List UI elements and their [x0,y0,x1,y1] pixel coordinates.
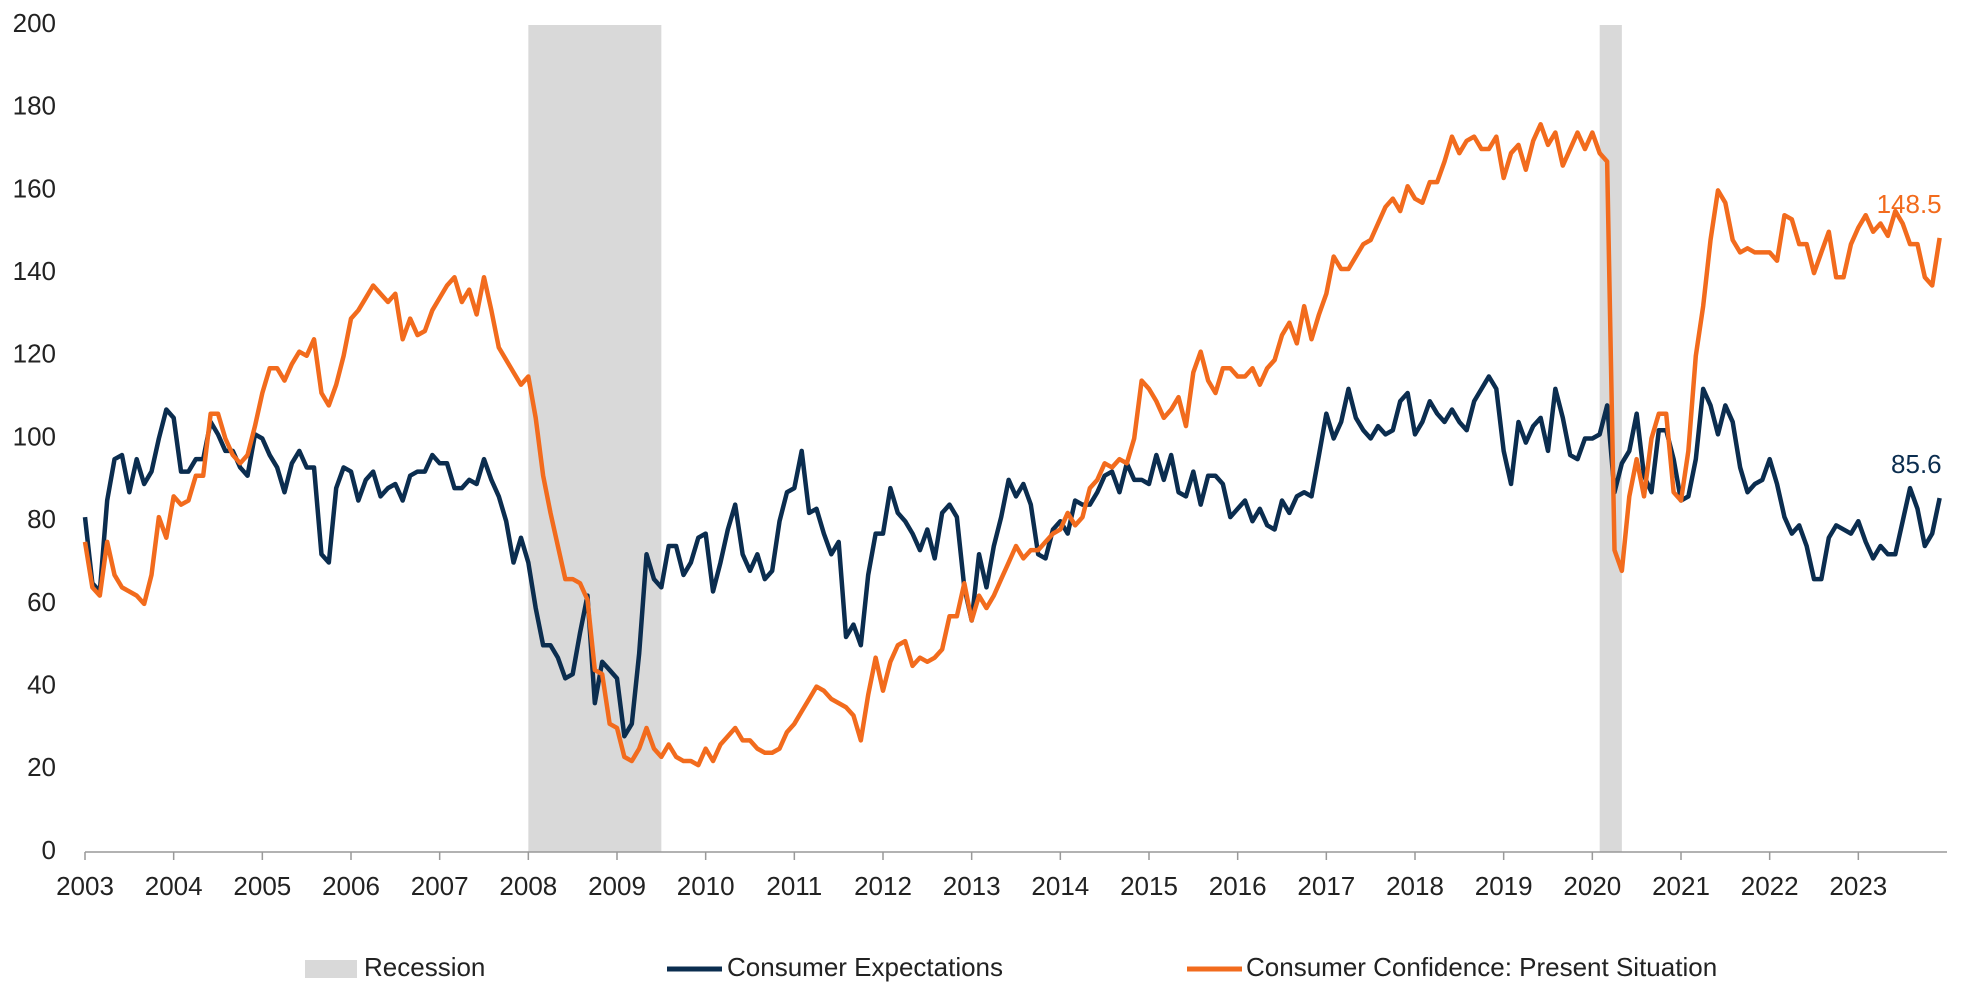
x-tick-label: 2010 [677,871,735,901]
line-series [82,121,1942,768]
x-tick-label: 2006 [322,871,380,901]
x-tick-label: 2018 [1386,871,1444,901]
x-tick-label: 2022 [1741,871,1799,901]
x-tick-label: 2011 [766,871,822,901]
y-tick-label: 0 [42,835,56,865]
y-tick-label: 160 [13,173,56,203]
x-tick-label: 2007 [411,871,469,901]
legend-label: Recession [364,952,485,982]
y-tick-label: 80 [27,504,56,534]
x-tick-label: 2008 [499,871,557,901]
x-tick-label: 2019 [1475,871,1533,901]
legend-label: Consumer Expectations [727,952,1003,982]
end-value-label: 85.6 [1891,449,1942,479]
x-tick-label: 2012 [854,871,912,901]
recession-band [528,25,662,852]
y-tick-label: 120 [13,339,56,369]
x-tick-label: 2013 [943,871,1001,901]
x-tick-label: 2020 [1563,871,1621,901]
x-tick-label: 2009 [588,871,646,901]
y-tick-label: 60 [27,587,56,617]
x-tick-label: 2004 [145,871,203,901]
y-tick-label: 20 [27,752,56,782]
y-tick-label: 140 [13,256,56,286]
end-value-label: 148.5 [1877,189,1942,219]
x-tick-label: 2023 [1829,871,1887,901]
x-tick-label: 2005 [233,871,291,901]
legend-swatch [305,960,357,978]
y-tick-label: 40 [27,669,56,699]
x-tick-label: 2017 [1297,871,1355,901]
legend-label: Consumer Confidence: Present Situation [1246,952,1717,982]
x-tick-label: 2003 [56,871,114,901]
x-tick-label: 2014 [1031,871,1089,901]
line-series [82,374,1942,739]
x-tick-label: 2015 [1120,871,1178,901]
y-tick-label: 200 [13,8,56,38]
x-tick-label: 2021 [1652,871,1710,901]
x-tick-label: 2016 [1209,871,1267,901]
y-tick-label: 100 [13,421,56,451]
y-tick-label: 180 [13,91,56,121]
